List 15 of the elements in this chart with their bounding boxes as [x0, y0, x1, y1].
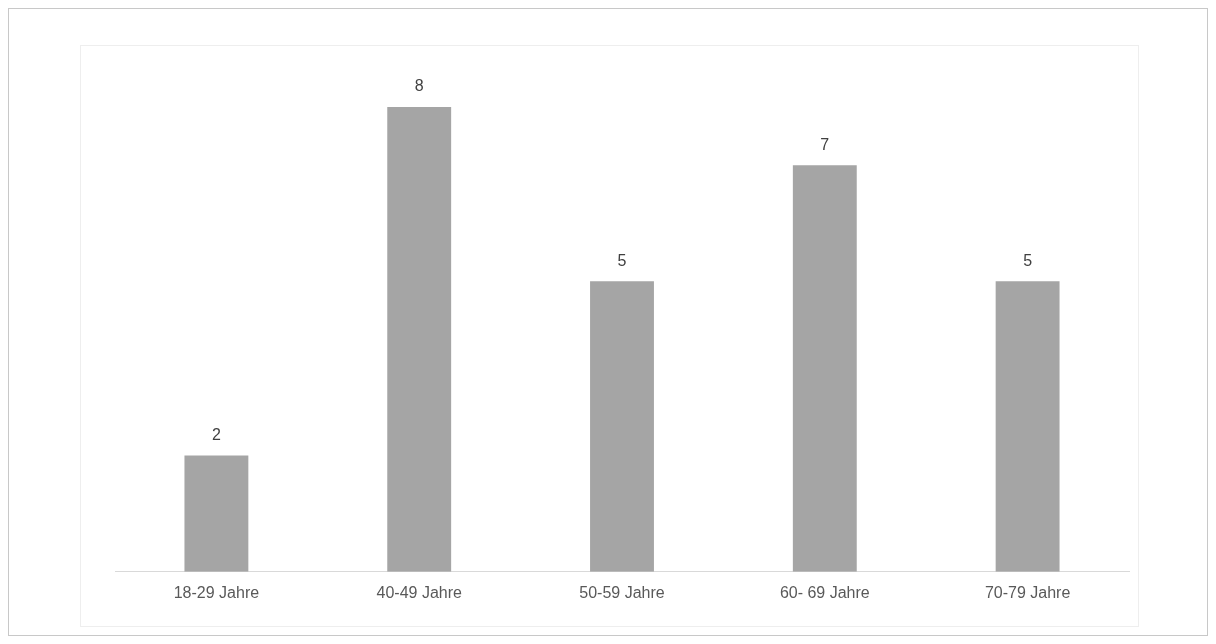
x-tick-label: 40-49 Jahre: [376, 583, 462, 601]
bar: [792, 165, 857, 572]
data-label: 5: [617, 251, 627, 269]
x-tick-label: 18-29 Jahre: [173, 583, 260, 601]
data-label: 5: [1023, 251, 1033, 269]
bar: [387, 107, 452, 572]
x-tick-label: 50-59 Jahre: [579, 583, 665, 601]
data-label: 2: [211, 426, 221, 444]
x-tick-label: 60- 69 Jahre: [779, 583, 870, 601]
data-label: 7: [820, 135, 830, 153]
data-label: 8: [414, 77, 424, 95]
bar: [995, 281, 1060, 572]
bar: [590, 281, 654, 572]
bar: [184, 455, 249, 572]
x-tick-label: 70-79 Jahre: [984, 583, 1071, 601]
